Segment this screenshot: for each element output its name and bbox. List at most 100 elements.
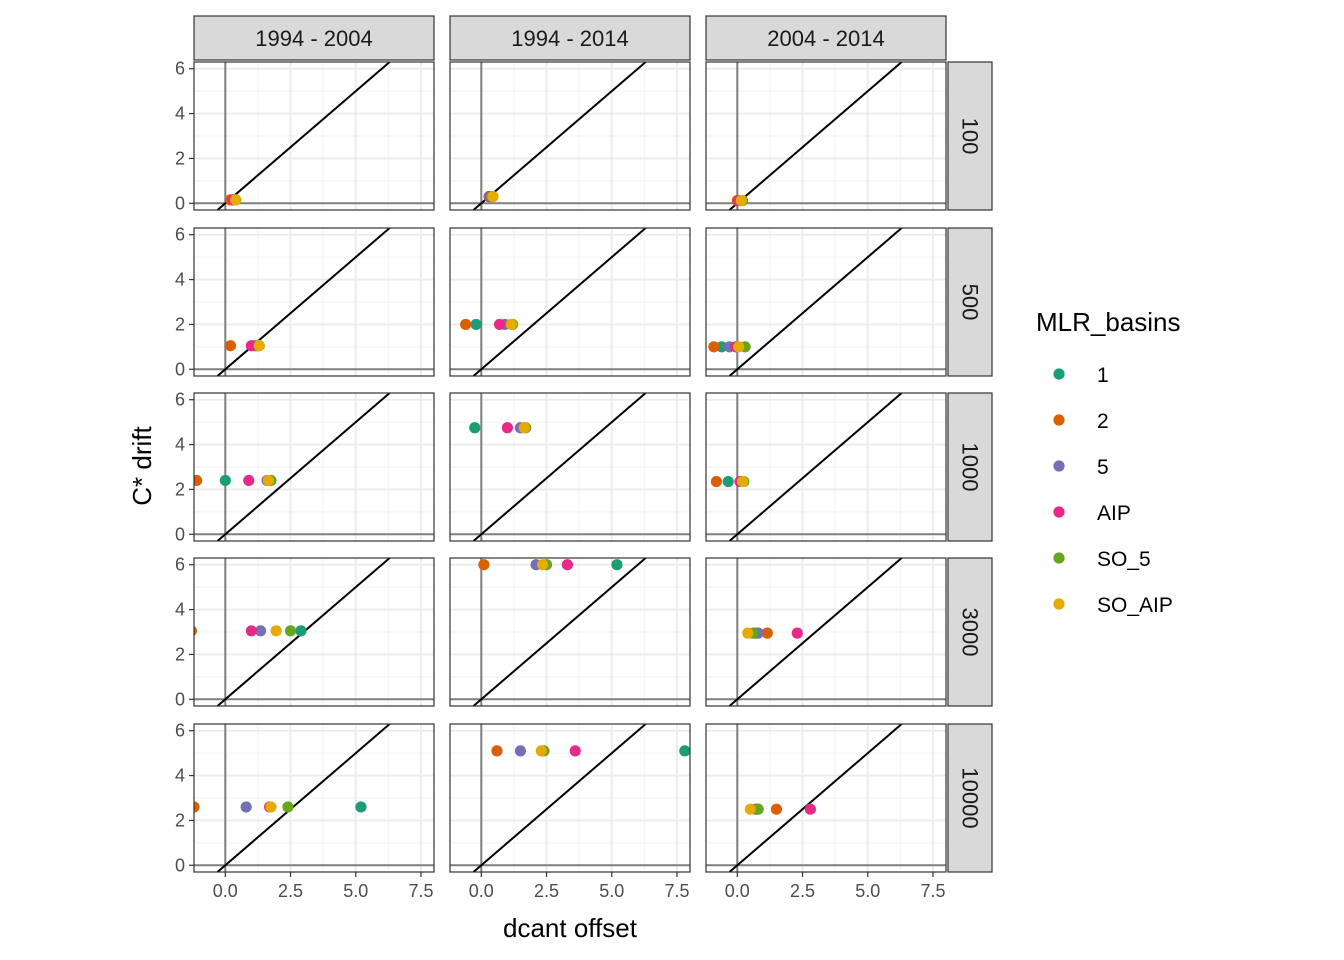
legend-item-AIP: AIP (1053, 502, 1131, 525)
legend-key-dot (1053, 598, 1065, 610)
y-tick-label: 4 (175, 270, 185, 290)
y-tick-label: 2 (175, 314, 185, 334)
facet-panel (449, 557, 691, 707)
x-tick-label: 0.0 (725, 881, 750, 901)
y-tick-label: 4 (175, 104, 185, 124)
facet-panel (705, 557, 947, 707)
facet-row-label: 10000 (958, 767, 983, 828)
data-point-AIP (245, 340, 257, 352)
facet-row-strip: 1000 (947, 392, 993, 542)
y-tick-label: 6 (175, 59, 185, 79)
identity-line (472, 558, 647, 706)
x-tick-label: 2.5 (278, 881, 303, 901)
legend-item-SO_5: SO_5 (1053, 548, 1151, 571)
x-axis: 0.0 2.5 5.0 7.5 0.0 2.5 5.0 7.5 0.0 2.5 5.0 7.5 (213, 872, 945, 901)
identity-line (216, 724, 391, 872)
facet-panel (193, 61, 435, 211)
data-point-SO_AIP (742, 627, 754, 639)
facet-col-strip: 1994 - 2004 (193, 15, 435, 61)
y-tick-label: 6 (175, 555, 185, 575)
panel-border (449, 392, 691, 542)
panel-border (705, 557, 947, 707)
y-axis-title: C* drift (127, 425, 157, 505)
data-point-SO_AIP (505, 318, 517, 331)
data-point-SO_AIP (733, 341, 745, 353)
x-tick-label: 2.5 (534, 881, 559, 901)
data-point-SO_AIP (270, 625, 282, 637)
data-point-AIP (804, 803, 816, 815)
panel-border (449, 227, 691, 377)
legend-label: SO_5 (1097, 548, 1151, 571)
legend-item-2: 2 (1053, 410, 1109, 433)
data-point-2 (710, 475, 723, 488)
legend-key-dot (1053, 368, 1065, 380)
data-point-SO_AIP (262, 474, 274, 487)
data-point-1 (355, 801, 367, 813)
x-tick-label: 5.0 (343, 881, 368, 901)
panel-border (193, 227, 435, 377)
facet-panel (705, 723, 947, 873)
facet-col-strip: 1994 - 2014 (449, 15, 691, 61)
identity-line (728, 393, 903, 541)
identity-line (216, 62, 391, 210)
data-point-1 (219, 474, 231, 487)
data-point-1 (470, 318, 482, 331)
facet-row-strip: 3000 (947, 557, 993, 707)
x-tick-label: 7.5 (920, 881, 945, 901)
facet-row-strip-bg (947, 392, 993, 542)
legend-label: 5 (1097, 456, 1109, 479)
facet-col-label: 1994 - 2014 (511, 26, 628, 51)
facet-col-strip-bg (193, 15, 435, 61)
data-point-AIP (243, 474, 255, 487)
facet-row-strip: 10000 (947, 723, 993, 873)
legend-label: 2 (1097, 410, 1109, 433)
y-tick-label: 4 (175, 600, 185, 620)
x-tick-label: 0.0 (213, 881, 238, 901)
data-point-1 (611, 559, 623, 571)
data-point-SO_AIP (736, 475, 749, 488)
panel-border (193, 392, 435, 542)
panel-border (705, 61, 947, 211)
data-point-2 (761, 627, 773, 639)
y-tick-label: 6 (175, 390, 185, 410)
legend-title: MLR_basins (1036, 307, 1181, 337)
data-point-2 (708, 341, 720, 353)
legend-label: AIP (1097, 502, 1131, 525)
facet-panel (193, 227, 435, 377)
identity-line (728, 62, 903, 210)
legend-key-dot (1053, 460, 1065, 472)
y-tick-label: 0 (175, 689, 185, 709)
data-point-2 (491, 745, 503, 757)
panel-border (449, 557, 691, 707)
panel-border (705, 227, 947, 377)
identity-line (472, 393, 647, 541)
facet-row-strip-bg (947, 557, 993, 707)
data-point-1 (716, 341, 728, 353)
facet-row-label: 500 (958, 284, 983, 321)
identity-line (728, 228, 903, 376)
x-tick-label: 7.5 (408, 881, 433, 901)
identity-line (216, 228, 391, 376)
panel-border (449, 61, 691, 211)
y-axis: 0 2 4 6 0 2 4 6 0 2 4 6 0 2 4 6 0 2 4 6 (175, 59, 194, 875)
legend: MLR_basins 1 2 5 AIP SO_5 SO_AIP (1036, 307, 1181, 617)
y-tick-label: 4 (175, 435, 185, 455)
x-tick-label: 2.5 (790, 881, 815, 901)
data-point-2 (460, 318, 472, 331)
facet-panel (193, 723, 435, 873)
y-tick-label: 6 (175, 721, 185, 741)
data-point-AIP (493, 318, 506, 331)
data-point-SO_AIP (265, 801, 277, 813)
y-tick-label: 0 (175, 855, 185, 875)
y-tick-label: 0 (175, 193, 185, 213)
data-point-1 (679, 745, 690, 757)
data-point-2 (194, 474, 203, 487)
facet-row-label: 3000 (958, 608, 983, 657)
panel-border (449, 723, 691, 873)
facet-col-strip: 2004 - 2014 (705, 15, 947, 61)
facet-row-label: 100 (958, 118, 983, 155)
facet-col-label: 2004 - 2014 (767, 26, 884, 51)
data-point-AIP (245, 625, 257, 637)
identity-line (728, 724, 903, 872)
facet-panel (449, 723, 691, 873)
